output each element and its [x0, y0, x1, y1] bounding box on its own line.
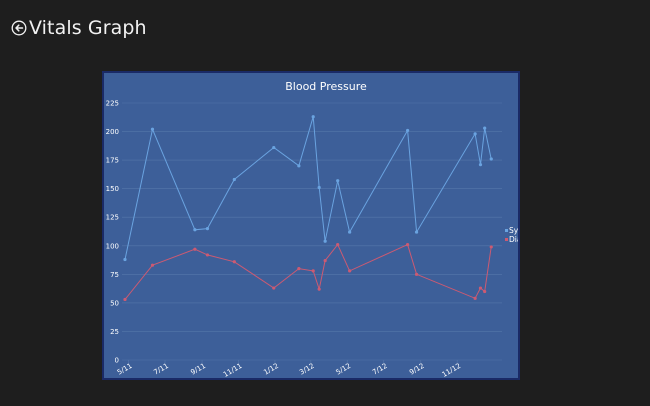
page-title: Vitals Graph [29, 17, 147, 39]
y-tick-label: 225 [106, 100, 119, 108]
diastolic-point[interactable] [473, 296, 477, 300]
diastolic-point[interactable] [123, 297, 127, 302]
diastolic-point[interactable] [489, 245, 493, 249]
systolic-point[interactable] [348, 230, 352, 234]
systolic-point[interactable] [317, 185, 321, 190]
y-tick-label: 200 [106, 128, 119, 136]
y-tick-label: 100 [106, 242, 119, 250]
systolic-point[interactable] [272, 145, 276, 150]
diastolic-point[interactable] [297, 267, 301, 271]
x-axis: 5/11 7/11 9/11 11/11 1/12 3/12 5/12 7/12 9/12 11/… [116, 360, 462, 378]
x-tick-label: 5/12 [335, 362, 353, 377]
chart-series [123, 115, 493, 302]
diastolic-point[interactable] [405, 243, 410, 247]
systolic-point[interactable] [297, 164, 301, 168]
systolic-point[interactable] [478, 163, 483, 167]
diastolic-point[interactable] [272, 286, 276, 290]
systolic-point[interactable] [150, 127, 155, 131]
diastolic-point[interactable] [317, 287, 321, 291]
diastolic-point[interactable] [232, 260, 236, 264]
y-axis: 0 25 50 75 100 125 150 175 200 225 [106, 100, 119, 365]
x-tick-label: 7/11 [152, 362, 170, 377]
diastolic-point[interactable] [150, 263, 155, 267]
systolic-point[interactable] [336, 179, 340, 183]
blood-pressure-chart: Blood Pressure 0 25 50 75 100 125 150 175 200 225… [102, 71, 520, 380]
systolic-point[interactable] [483, 126, 487, 130]
systolic-point[interactable] [414, 230, 419, 234]
x-tick-label: 7/12 [371, 362, 389, 377]
y-tick-label: 150 [106, 185, 119, 193]
diastolic-point[interactable] [348, 269, 352, 273]
diastolic-point[interactable] [336, 243, 340, 247]
chart-grid [122, 102, 502, 361]
diastolic-point[interactable] [414, 272, 419, 276]
circle-arrow-left-icon[interactable] [11, 20, 27, 36]
diastolic-point[interactable] [323, 259, 327, 263]
y-tick-label: 75 [110, 271, 119, 279]
legend-label-diastolic: Diastolic [509, 235, 518, 244]
legend-swatch-diastolic [505, 238, 508, 241]
systolic-point[interactable] [123, 257, 127, 262]
x-tick-label: 11/12 [441, 362, 462, 378]
chart-canvas: Blood Pressure 0 25 50 75 100 125 150 175 200 225… [106, 80, 518, 378]
systolic-point[interactable] [205, 227, 210, 231]
y-tick-label: 125 [106, 214, 119, 222]
x-tick-label: 9/12 [408, 362, 426, 377]
chart-title: Blood Pressure [285, 80, 367, 93]
diastolic-point[interactable] [193, 247, 197, 251]
x-tick-label: 3/12 [298, 362, 316, 377]
x-tick-label: 1/12 [262, 362, 280, 377]
diastolic-line [124, 243, 492, 300]
systolic-point[interactable] [473, 132, 477, 136]
legend-label-systolic: Systolic [509, 226, 518, 235]
legend-swatch-systolic [505, 229, 508, 232]
diastolic-point[interactable] [205, 253, 210, 257]
diastolic-point[interactable] [478, 286, 483, 290]
x-tick-label: 9/11 [189, 362, 207, 377]
systolic-point[interactable] [193, 228, 197, 232]
systolic-point[interactable] [489, 157, 493, 161]
series-diastolic [123, 243, 493, 302]
series-systolic [123, 115, 493, 262]
page-header: Vitals Graph [11, 14, 147, 42]
systolic-line [124, 116, 492, 260]
x-tick-label: 11/11 [222, 362, 243, 378]
systolic-point[interactable] [311, 115, 315, 119]
systolic-point[interactable] [323, 239, 327, 243]
systolic-point[interactable] [232, 177, 236, 182]
y-tick-label: 50 [110, 299, 119, 307]
y-tick-label: 0 [115, 357, 119, 365]
y-tick-label: 175 [106, 157, 119, 165]
diastolic-point[interactable] [483, 289, 487, 294]
diastolic-point[interactable] [311, 269, 315, 273]
chart-legend: SystolicDiastolic [505, 226, 518, 244]
y-tick-label: 25 [110, 328, 119, 336]
systolic-point[interactable] [405, 128, 410, 133]
